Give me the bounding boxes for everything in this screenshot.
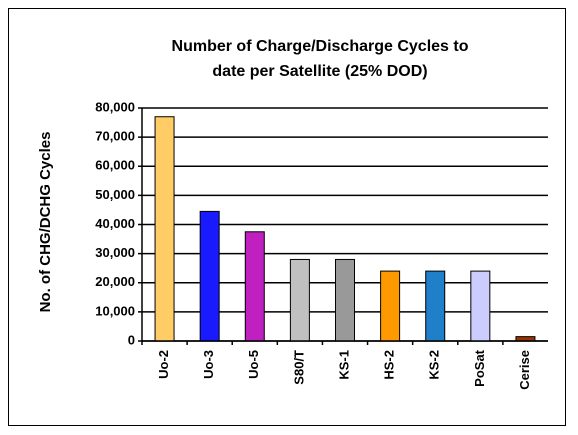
bar — [199, 210, 220, 342]
y-tick-label: 50,000 — [95, 187, 135, 202]
y-tick-label: 10,000 — [95, 303, 135, 318]
bar — [470, 270, 491, 342]
bar — [425, 270, 446, 342]
y-tick-label: 80,000 — [95, 99, 135, 114]
bar — [335, 258, 355, 342]
bar — [244, 231, 265, 342]
chart-frame — [8, 8, 566, 426]
x-tick-label: S80/T — [291, 350, 306, 385]
y-axis-title: No. of CHG/DCHG Cycles — [37, 132, 54, 313]
x-tick-label: PoSat — [472, 349, 487, 387]
x-tick-label: Uo-3 — [201, 350, 216, 379]
x-tick-label: Uo-2 — [156, 350, 171, 379]
y-tick-label: 20,000 — [95, 274, 135, 289]
y-tick-label: 0 — [128, 332, 135, 347]
bar — [154, 116, 175, 342]
x-tick-label: HS-2 — [382, 350, 397, 380]
x-tick-label: Uo-5 — [246, 350, 261, 379]
bar — [289, 258, 310, 342]
y-tick-label: 70,000 — [95, 129, 135, 144]
y-tick-label: 60,000 — [95, 158, 135, 173]
x-tick-label: KS-1 — [336, 350, 351, 380]
y-tick-label: 30,000 — [95, 245, 135, 260]
chart-title: date per Satellite (25% DOD) — [212, 63, 427, 80]
x-tick-label: Cerise — [517, 350, 532, 390]
x-tick-label: KS-2 — [427, 350, 442, 380]
chart-title: Number of Charge/Discharge Cycles to — [172, 38, 469, 55]
bar — [380, 270, 401, 342]
y-tick-label: 40,000 — [95, 216, 135, 231]
